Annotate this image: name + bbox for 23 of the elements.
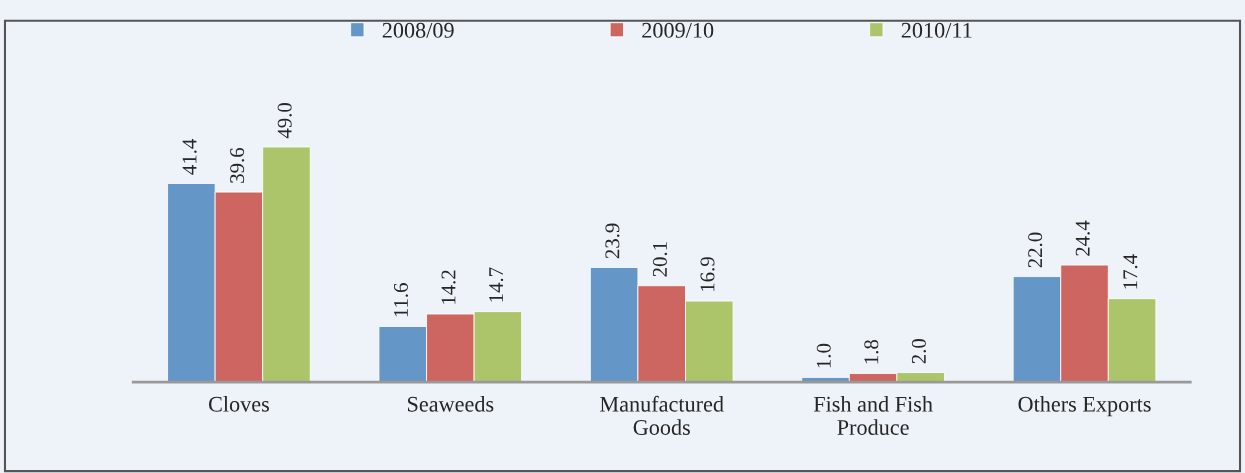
data-label: 23.9	[605, 223, 620, 259]
data-label: 24.4	[1075, 220, 1090, 256]
x-tick-label: Seaweeds	[407, 396, 494, 412]
legend-label: 2008/09	[382, 22, 454, 38]
x-tick-label: Cloves	[208, 396, 269, 412]
data-label: 16.9	[700, 257, 715, 291]
data-label: 39.6	[230, 147, 245, 183]
data-label: 2.0	[911, 339, 926, 364]
data-label: 22.0	[1028, 232, 1043, 268]
data-label: 11.6	[393, 283, 409, 317]
data-label: 49.0	[277, 103, 292, 139]
x-tick-label: Manufactured Goods	[600, 395, 724, 435]
data-label: 1.8	[864, 339, 879, 364]
data-label: 14.2	[441, 270, 456, 304]
data-label: 1.0	[816, 343, 831, 368]
data-label: 14.7	[489, 267, 504, 302]
legend-label: 2009/10	[642, 22, 714, 38]
legend-label: 2010/11	[901, 22, 972, 38]
x-tick-label: Others Exports	[1018, 396, 1151, 417]
x-tick-label: Fish and Fish Produce	[813, 396, 933, 435]
data-label: 41.4	[182, 139, 197, 175]
data-label: 17.4	[1123, 254, 1138, 289]
data-label: 20.1	[652, 242, 668, 277]
